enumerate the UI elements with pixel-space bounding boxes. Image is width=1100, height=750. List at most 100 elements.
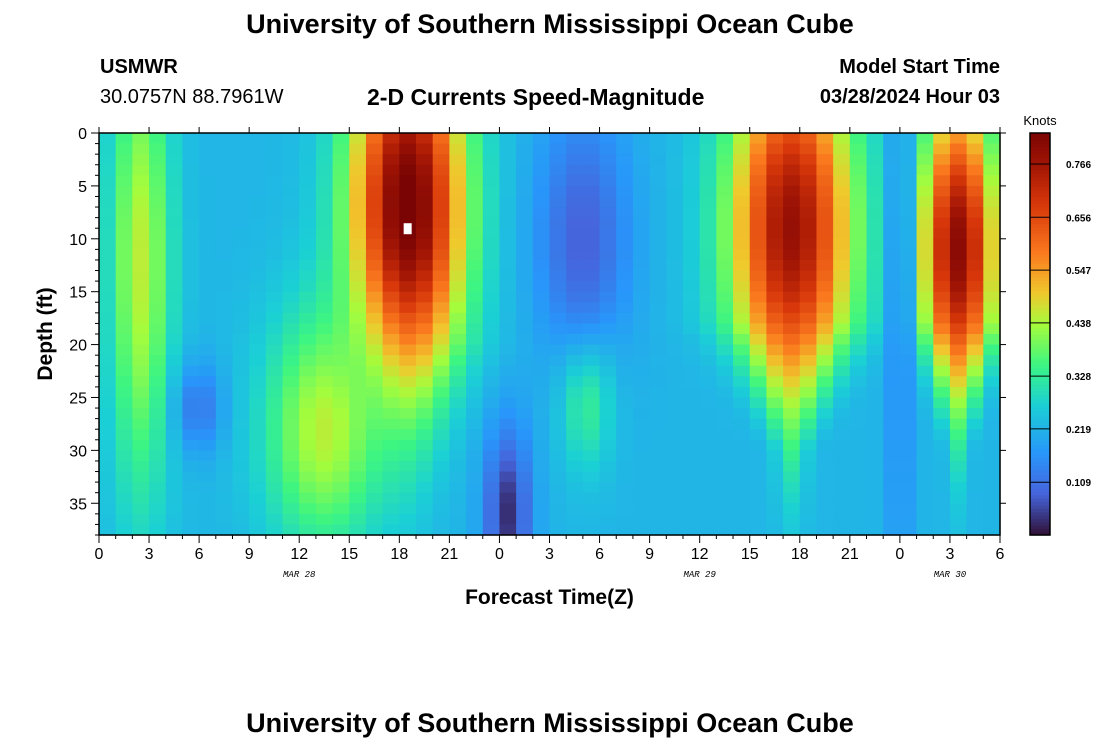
heatmap-cell [432, 312, 450, 325]
colorbar-segment [1030, 471, 1050, 476]
heatmap-cell [232, 281, 250, 293]
heatmap-cell [766, 281, 784, 293]
heatmap-cell [799, 471, 818, 483]
heatmap-cell [215, 217, 234, 229]
heatmap-cell [983, 164, 1001, 176]
heatmap-cell [582, 450, 601, 462]
colorbar-segment [1030, 434, 1050, 439]
heatmap-cell [382, 323, 400, 335]
heatmap-cell [365, 492, 384, 504]
heatmap-cell [649, 503, 667, 515]
heatmap-cell [816, 355, 834, 367]
heatmap-cell [132, 133, 150, 145]
heatmap-cell [482, 471, 501, 483]
heatmap-cell [165, 439, 184, 451]
heatmap-cell [532, 386, 551, 399]
heatmap-cell [232, 133, 250, 145]
heatmap-cell [215, 164, 234, 176]
heatmap-cell [766, 482, 784, 494]
heatmap-cell [949, 513, 968, 526]
heatmap-cell [699, 312, 717, 325]
heatmap-cell [582, 302, 601, 314]
heatmap-cell [966, 196, 984, 208]
heatmap-cell [699, 238, 717, 250]
heatmap-cell [766, 503, 784, 515]
heatmap-cell [733, 365, 751, 377]
colorbar-segment [1030, 488, 1050, 493]
heatmap-cell [416, 291, 434, 303]
heatmap-cell [416, 355, 434, 367]
heatmap-cell [866, 154, 884, 166]
x-tick-label: 18 [791, 546, 809, 563]
heatmap-cell [749, 154, 768, 166]
heatmap-cell [99, 164, 117, 176]
heatmap-cell [816, 408, 834, 420]
heatmap-cell [99, 207, 117, 219]
heatmap-cell [866, 207, 884, 219]
heatmap-cell [899, 524, 918, 536]
heatmap-cell [99, 133, 117, 145]
heatmap-cell [449, 207, 467, 219]
heatmap-cell [449, 365, 467, 377]
heatmap-cell [749, 249, 768, 261]
heatmap-cell [466, 133, 484, 145]
heatmap-cell [799, 408, 818, 420]
heatmap-cell [516, 471, 534, 483]
heatmap-cell [99, 175, 117, 187]
heatmap-cell [966, 524, 984, 536]
heatmap-cell [833, 238, 851, 250]
heatmap-cell [933, 281, 951, 293]
heatmap-cell [549, 408, 567, 420]
heatmap-cell [883, 482, 901, 494]
heatmap-cell [616, 175, 634, 187]
heatmap-cell [833, 185, 851, 198]
heatmap-cell [232, 513, 250, 526]
heatmap-cell [332, 196, 350, 208]
heatmap-cell [933, 429, 951, 441]
heatmap-cell [232, 503, 250, 515]
heatmap-cell [899, 397, 918, 409]
heatmap-cell [282, 249, 300, 261]
heatmap-cell [132, 164, 150, 176]
heatmap-cell [182, 471, 200, 483]
heatmap-cell [866, 259, 884, 272]
heatmap-cell [849, 524, 868, 536]
heatmap-cell [382, 281, 400, 293]
heatmap-cell [833, 513, 851, 526]
heatmap-cell [249, 439, 267, 451]
heatmap-cell [649, 460, 667, 473]
heatmap-cell [99, 217, 117, 229]
heatmap-cell [349, 386, 367, 399]
heatmap-cell [566, 365, 584, 377]
heatmap-cell [749, 408, 768, 420]
heatmap-cell [916, 185, 934, 198]
heatmap-cell [232, 334, 250, 346]
heatmap-cell [349, 185, 367, 198]
heatmap-cell [733, 397, 751, 409]
heatmap-cell [899, 207, 918, 219]
heatmap-cell [783, 471, 801, 483]
heatmap-cell [933, 492, 951, 504]
heatmap-cell [666, 143, 684, 155]
heatmap-cell [349, 418, 367, 430]
heatmap-cell [299, 524, 317, 536]
heatmap-cell [783, 429, 801, 441]
heatmap-cell [799, 513, 818, 526]
heatmap-cell [833, 196, 851, 208]
heatmap-cell [432, 460, 450, 473]
heatmap-cell [466, 196, 484, 208]
heatmap-cell [933, 196, 951, 208]
heatmap-cell [132, 492, 150, 504]
heatmap-cell [849, 133, 868, 145]
heatmap-cell [716, 503, 734, 515]
heatmap-cell [666, 492, 684, 504]
heatmap-cell [466, 270, 484, 282]
colorbar-segment [1030, 364, 1050, 369]
heatmap-cell [265, 344, 284, 356]
heatmap-cell [649, 439, 667, 451]
heatmap-cell [916, 355, 934, 367]
chart-title: 2-D Currents Speed-Magnitude [367, 84, 705, 110]
heatmap-cell [549, 492, 567, 504]
heatmap-cell [199, 408, 217, 420]
heatmap-cell [365, 503, 384, 515]
